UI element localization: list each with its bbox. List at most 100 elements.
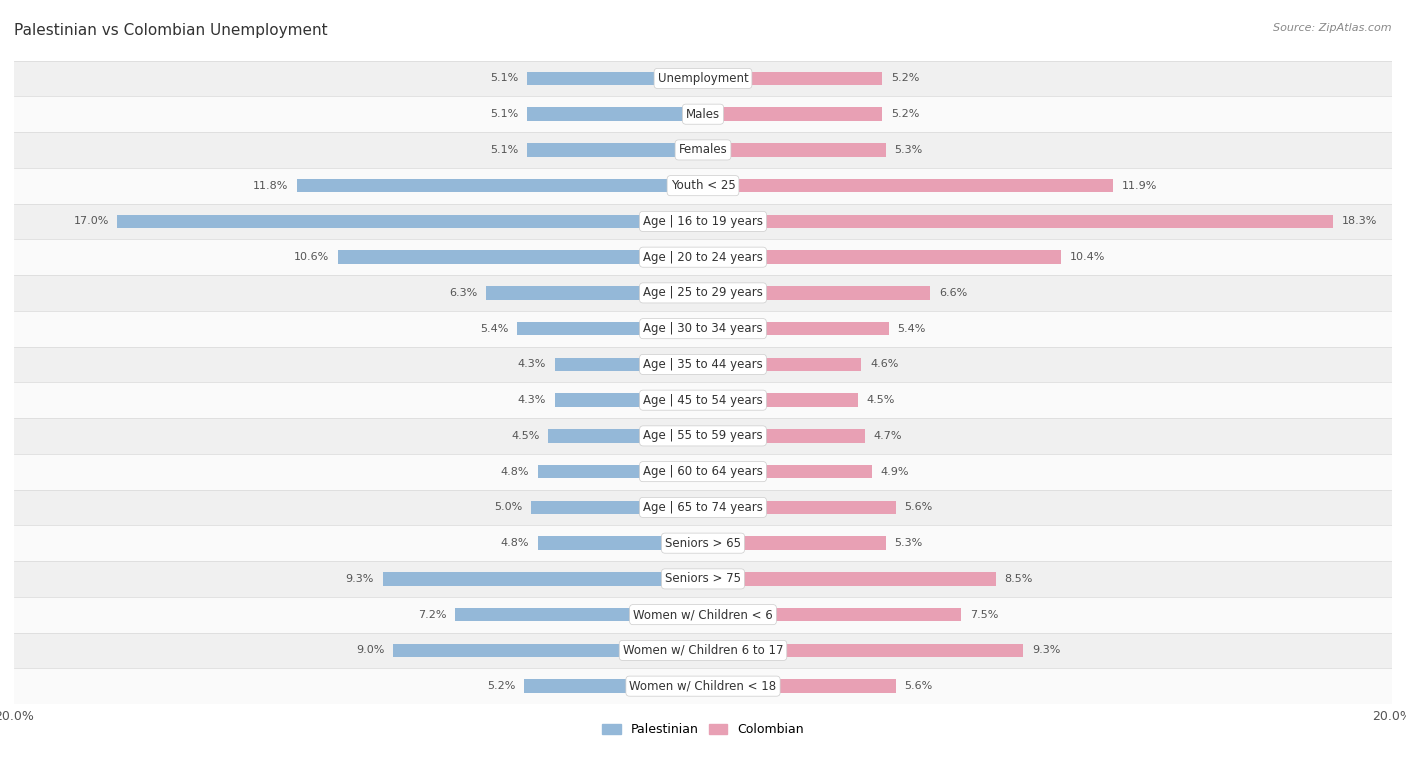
Bar <box>703 500 896 514</box>
Bar <box>297 179 703 192</box>
Bar <box>703 143 886 157</box>
Bar <box>703 251 1062 264</box>
Text: 5.0%: 5.0% <box>494 503 522 512</box>
Bar <box>527 107 703 121</box>
Text: 9.3%: 9.3% <box>1032 646 1060 656</box>
Bar <box>14 453 1392 490</box>
Bar <box>14 525 1392 561</box>
Text: 11.9%: 11.9% <box>1122 181 1157 191</box>
Bar <box>703 643 1024 657</box>
Text: Age | 16 to 19 years: Age | 16 to 19 years <box>643 215 763 228</box>
Text: Seniors > 75: Seniors > 75 <box>665 572 741 585</box>
Text: 4.3%: 4.3% <box>517 395 547 405</box>
Bar <box>14 347 1392 382</box>
Bar <box>14 418 1392 453</box>
Text: 5.4%: 5.4% <box>897 324 927 334</box>
Text: 4.8%: 4.8% <box>501 466 529 477</box>
Text: Women w/ Children < 6: Women w/ Children < 6 <box>633 608 773 621</box>
Bar <box>14 239 1392 275</box>
Text: Youth < 25: Youth < 25 <box>671 179 735 192</box>
Bar <box>537 465 703 478</box>
Bar <box>14 204 1392 239</box>
Text: 5.1%: 5.1% <box>491 109 519 119</box>
Bar <box>14 490 1392 525</box>
Bar <box>527 72 703 86</box>
Text: 4.5%: 4.5% <box>510 431 540 441</box>
Bar <box>555 357 703 371</box>
Bar <box>337 251 703 264</box>
Text: 5.6%: 5.6% <box>904 503 932 512</box>
Bar <box>14 311 1392 347</box>
Bar <box>14 633 1392 668</box>
Bar <box>703 537 886 550</box>
Text: 11.8%: 11.8% <box>253 181 288 191</box>
Text: Age | 25 to 29 years: Age | 25 to 29 years <box>643 286 763 300</box>
Text: 10.4%: 10.4% <box>1070 252 1105 262</box>
Bar <box>703 286 931 300</box>
Bar <box>456 608 703 621</box>
Text: Women w/ Children 6 to 17: Women w/ Children 6 to 17 <box>623 644 783 657</box>
Bar <box>703 608 962 621</box>
Bar <box>703 572 995 586</box>
Legend: Palestinian, Colombian: Palestinian, Colombian <box>602 724 804 737</box>
Bar <box>14 96 1392 132</box>
Bar <box>703 465 872 478</box>
Text: 4.8%: 4.8% <box>501 538 529 548</box>
Text: 5.1%: 5.1% <box>491 73 519 83</box>
Text: 8.5%: 8.5% <box>1004 574 1033 584</box>
Bar <box>14 382 1392 418</box>
Text: 5.1%: 5.1% <box>491 145 519 155</box>
Text: 4.5%: 4.5% <box>866 395 896 405</box>
Bar <box>392 643 703 657</box>
Bar <box>117 215 703 228</box>
Bar <box>703 322 889 335</box>
Bar <box>14 168 1392 204</box>
Text: Age | 55 to 59 years: Age | 55 to 59 years <box>643 429 763 442</box>
Text: 5.2%: 5.2% <box>891 109 920 119</box>
Text: Age | 30 to 34 years: Age | 30 to 34 years <box>643 322 763 335</box>
Text: 5.3%: 5.3% <box>894 538 922 548</box>
Text: 5.4%: 5.4% <box>479 324 509 334</box>
Text: 5.6%: 5.6% <box>904 681 932 691</box>
Text: Age | 20 to 24 years: Age | 20 to 24 years <box>643 251 763 263</box>
Text: 9.3%: 9.3% <box>346 574 374 584</box>
Bar <box>703 679 896 693</box>
Bar <box>14 597 1392 633</box>
Bar <box>703 357 862 371</box>
Text: Seniors > 65: Seniors > 65 <box>665 537 741 550</box>
Bar <box>555 394 703 407</box>
Bar <box>703 215 1333 228</box>
Bar <box>703 107 882 121</box>
Bar <box>703 179 1114 192</box>
Text: 5.3%: 5.3% <box>894 145 922 155</box>
Text: 4.6%: 4.6% <box>870 360 898 369</box>
Bar <box>14 132 1392 168</box>
Bar <box>703 394 858 407</box>
Text: Age | 65 to 74 years: Age | 65 to 74 years <box>643 501 763 514</box>
Text: Males: Males <box>686 107 720 120</box>
Text: 6.6%: 6.6% <box>939 288 967 298</box>
Text: Palestinian vs Colombian Unemployment: Palestinian vs Colombian Unemployment <box>14 23 328 38</box>
Bar <box>537 537 703 550</box>
Text: 10.6%: 10.6% <box>294 252 329 262</box>
Bar <box>531 500 703 514</box>
Text: 4.3%: 4.3% <box>517 360 547 369</box>
Bar <box>548 429 703 443</box>
Text: Females: Females <box>679 143 727 157</box>
Bar <box>486 286 703 300</box>
Text: Age | 35 to 44 years: Age | 35 to 44 years <box>643 358 763 371</box>
Text: 5.2%: 5.2% <box>486 681 515 691</box>
Bar <box>14 668 1392 704</box>
Text: 4.7%: 4.7% <box>873 431 903 441</box>
Text: Age | 60 to 64 years: Age | 60 to 64 years <box>643 465 763 478</box>
Text: 17.0%: 17.0% <box>73 217 108 226</box>
Text: 6.3%: 6.3% <box>449 288 478 298</box>
Text: Women w/ Children < 18: Women w/ Children < 18 <box>630 680 776 693</box>
Bar <box>517 322 703 335</box>
Text: Age | 45 to 54 years: Age | 45 to 54 years <box>643 394 763 407</box>
Text: Unemployment: Unemployment <box>658 72 748 85</box>
Text: 18.3%: 18.3% <box>1341 217 1378 226</box>
Text: 7.2%: 7.2% <box>418 609 446 620</box>
Text: 5.2%: 5.2% <box>891 73 920 83</box>
Bar <box>382 572 703 586</box>
